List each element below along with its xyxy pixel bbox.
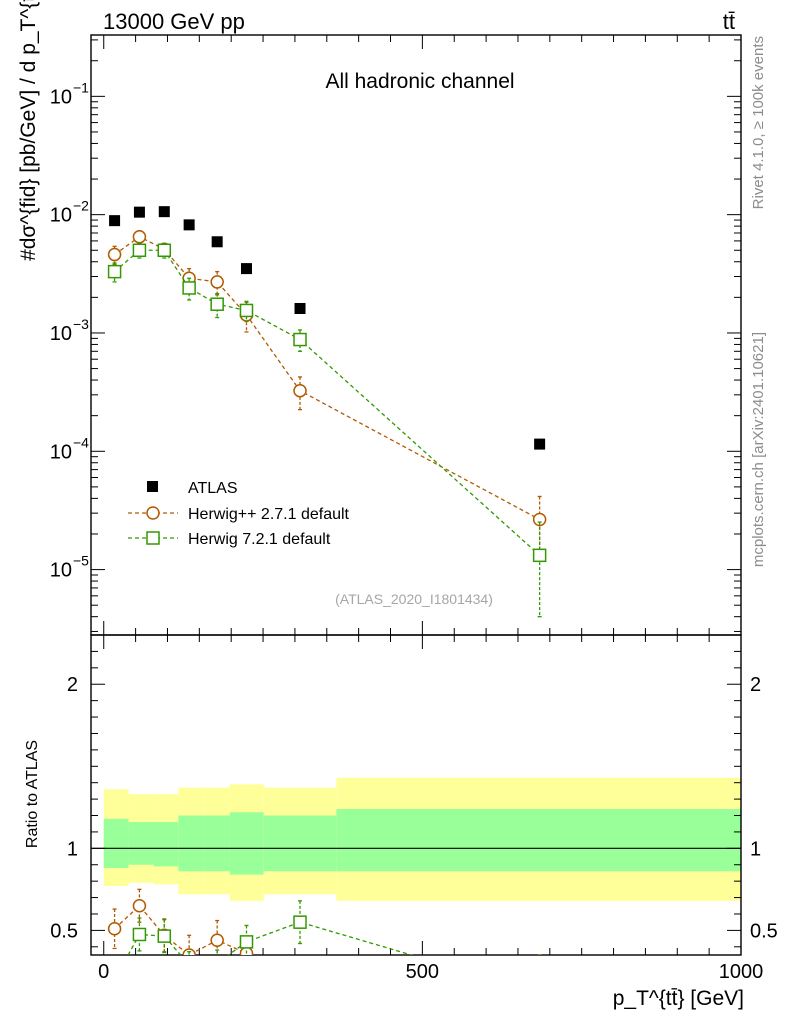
atlas-point [240, 263, 252, 275]
ratio-band-inner [178, 815, 204, 872]
ratio-herwig7-point [211, 957, 223, 969]
axis-ticks [91, 35, 742, 955]
ratio-series [107, 888, 546, 999]
atlas-point [109, 215, 121, 227]
ratio-band-inner [128, 822, 154, 865]
ratio-y-tick-label-right: 1 [750, 838, 761, 860]
herwigpp-point [107, 247, 122, 262]
x-tick-label: 1000 [719, 961, 764, 983]
atlas-point [211, 236, 223, 248]
main-ylabel: #dσ^{fid} [pb/GeV] / d p_T^{tt̄} [17, 0, 40, 261]
ratio-frame [90, 634, 742, 956]
ratio-y-tick-label: 0.5 [50, 920, 78, 942]
ratio-herwigpp-point [132, 899, 147, 913]
chart-title: All hadronic channel [325, 70, 514, 93]
herwigpp-point [293, 383, 307, 398]
herwigpp-point [132, 230, 147, 244]
herwig7-point [182, 281, 196, 295]
herwigpp-line [114, 236, 540, 521]
main-y-tick-label: 10 [50, 441, 72, 463]
main-y-tick-exponent: −5 [73, 553, 89, 569]
main-y-tick-label: 10 [50, 323, 72, 345]
ratio-herwig7-line [127, 921, 414, 955]
legend-marker-herwig7 [146, 531, 160, 545]
process-label: tt̄ [723, 9, 735, 34]
mcplots-label: mcplots.cern.ch [arXiv:2401.10621] [750, 332, 767, 567]
legend-entry-herwig7: Herwig 7.2.1 default [128, 531, 331, 548]
ratio-band-inner [229, 812, 264, 875]
analysis-watermark: (ATLAS_2020_I1801434) [335, 591, 493, 607]
ratio-band-inner [263, 815, 337, 872]
herwig7-point [532, 548, 547, 563]
ratio-band-inner [153, 822, 179, 867]
main-y-tick-label: 10 [50, 86, 72, 108]
herwigpp-point [210, 275, 224, 289]
ratio-y-tick-label-right: 0.5 [750, 920, 778, 942]
main-y-axis-label: #dσ^{fid} [pb/GeV] / d p_T^{tt̄} [17, 0, 40, 261]
ratio-band-inner [336, 808, 741, 872]
legend: ATLAS Herwig++ 2.7.1 default Herwig 7.2.… [128, 480, 350, 548]
main-y-tick-label: 10 [50, 560, 72, 582]
herwig7-point [210, 297, 224, 311]
ratio-ylabel: Ratio to ATLAS [24, 740, 41, 848]
legend-label-herwig7: Herwig 7.2.1 default [188, 531, 331, 548]
x-axis-label: p_T^{tt̄} [GeV] [613, 987, 744, 1010]
ratio-herwigpp-point [210, 933, 224, 947]
herwig7-point [107, 264, 122, 279]
atlas-point [133, 206, 145, 218]
legend-label-herwigpp: Herwig++ 2.7.1 default [188, 506, 350, 523]
main-series [107, 206, 547, 618]
ratio-herwig7-point [534, 987, 546, 999]
ratio-y-tick-label-right: 2 [750, 674, 761, 696]
atlas-point [534, 438, 546, 450]
legend-entry-herwigpp: Herwig++ 2.7.1 default [128, 506, 350, 523]
herwig7-point [239, 303, 254, 318]
rivet-label: Rivet 4.1.0, ≥ 100k events [750, 36, 767, 209]
ratio-herwig7-point [132, 927, 147, 942]
ratio-herwigpp-point [534, 969, 546, 981]
ratio-herwigpp-line [114, 904, 252, 955]
legend-entry-atlas: ATLAS [147, 480, 238, 497]
main-y-tick-exponent: −4 [73, 434, 89, 450]
ratio-herwigpp-point [182, 948, 196, 955]
main-y-tick-label: 10 [50, 205, 72, 227]
legend-marker-herwigpp [146, 506, 160, 520]
herwigpp-point [532, 512, 547, 527]
x-tick-label: 0 [98, 961, 109, 983]
ratio-bands [91, 777, 741, 901]
ratio-herwig7-point [157, 929, 172, 943]
x-tick-label: 500 [406, 961, 439, 983]
ratio-band-inner [203, 815, 230, 872]
ratio-herwig7-point [109, 974, 121, 986]
legend-marker-atlas [147, 481, 158, 492]
main-y-tick-exponent: −1 [73, 79, 89, 95]
ratio-herwig7-point [239, 935, 254, 949]
main-y-tick-exponent: −3 [73, 316, 89, 332]
herwig7-point [132, 243, 147, 258]
herwig7-point [157, 243, 172, 258]
legend-label-atlas: ATLAS [188, 480, 238, 497]
herwig7-point [293, 332, 307, 347]
ratio-herwig7-point [183, 959, 195, 971]
atlas-point [158, 206, 170, 218]
ratio-y-tick-label: 1 [67, 838, 78, 860]
energy-label: 13000 GeV pp [103, 9, 245, 34]
ratio-herwigpp-point [294, 974, 306, 986]
main-y-tick-exponent: −2 [73, 198, 89, 214]
ratio-herwig7-point [293, 915, 307, 929]
atlas-point [294, 302, 306, 314]
atlas-point [183, 219, 195, 231]
ratio-band-inner [103, 818, 129, 869]
ratio-y-tick-label: 2 [67, 674, 78, 696]
ratio-herwigpp-point [107, 921, 122, 936]
